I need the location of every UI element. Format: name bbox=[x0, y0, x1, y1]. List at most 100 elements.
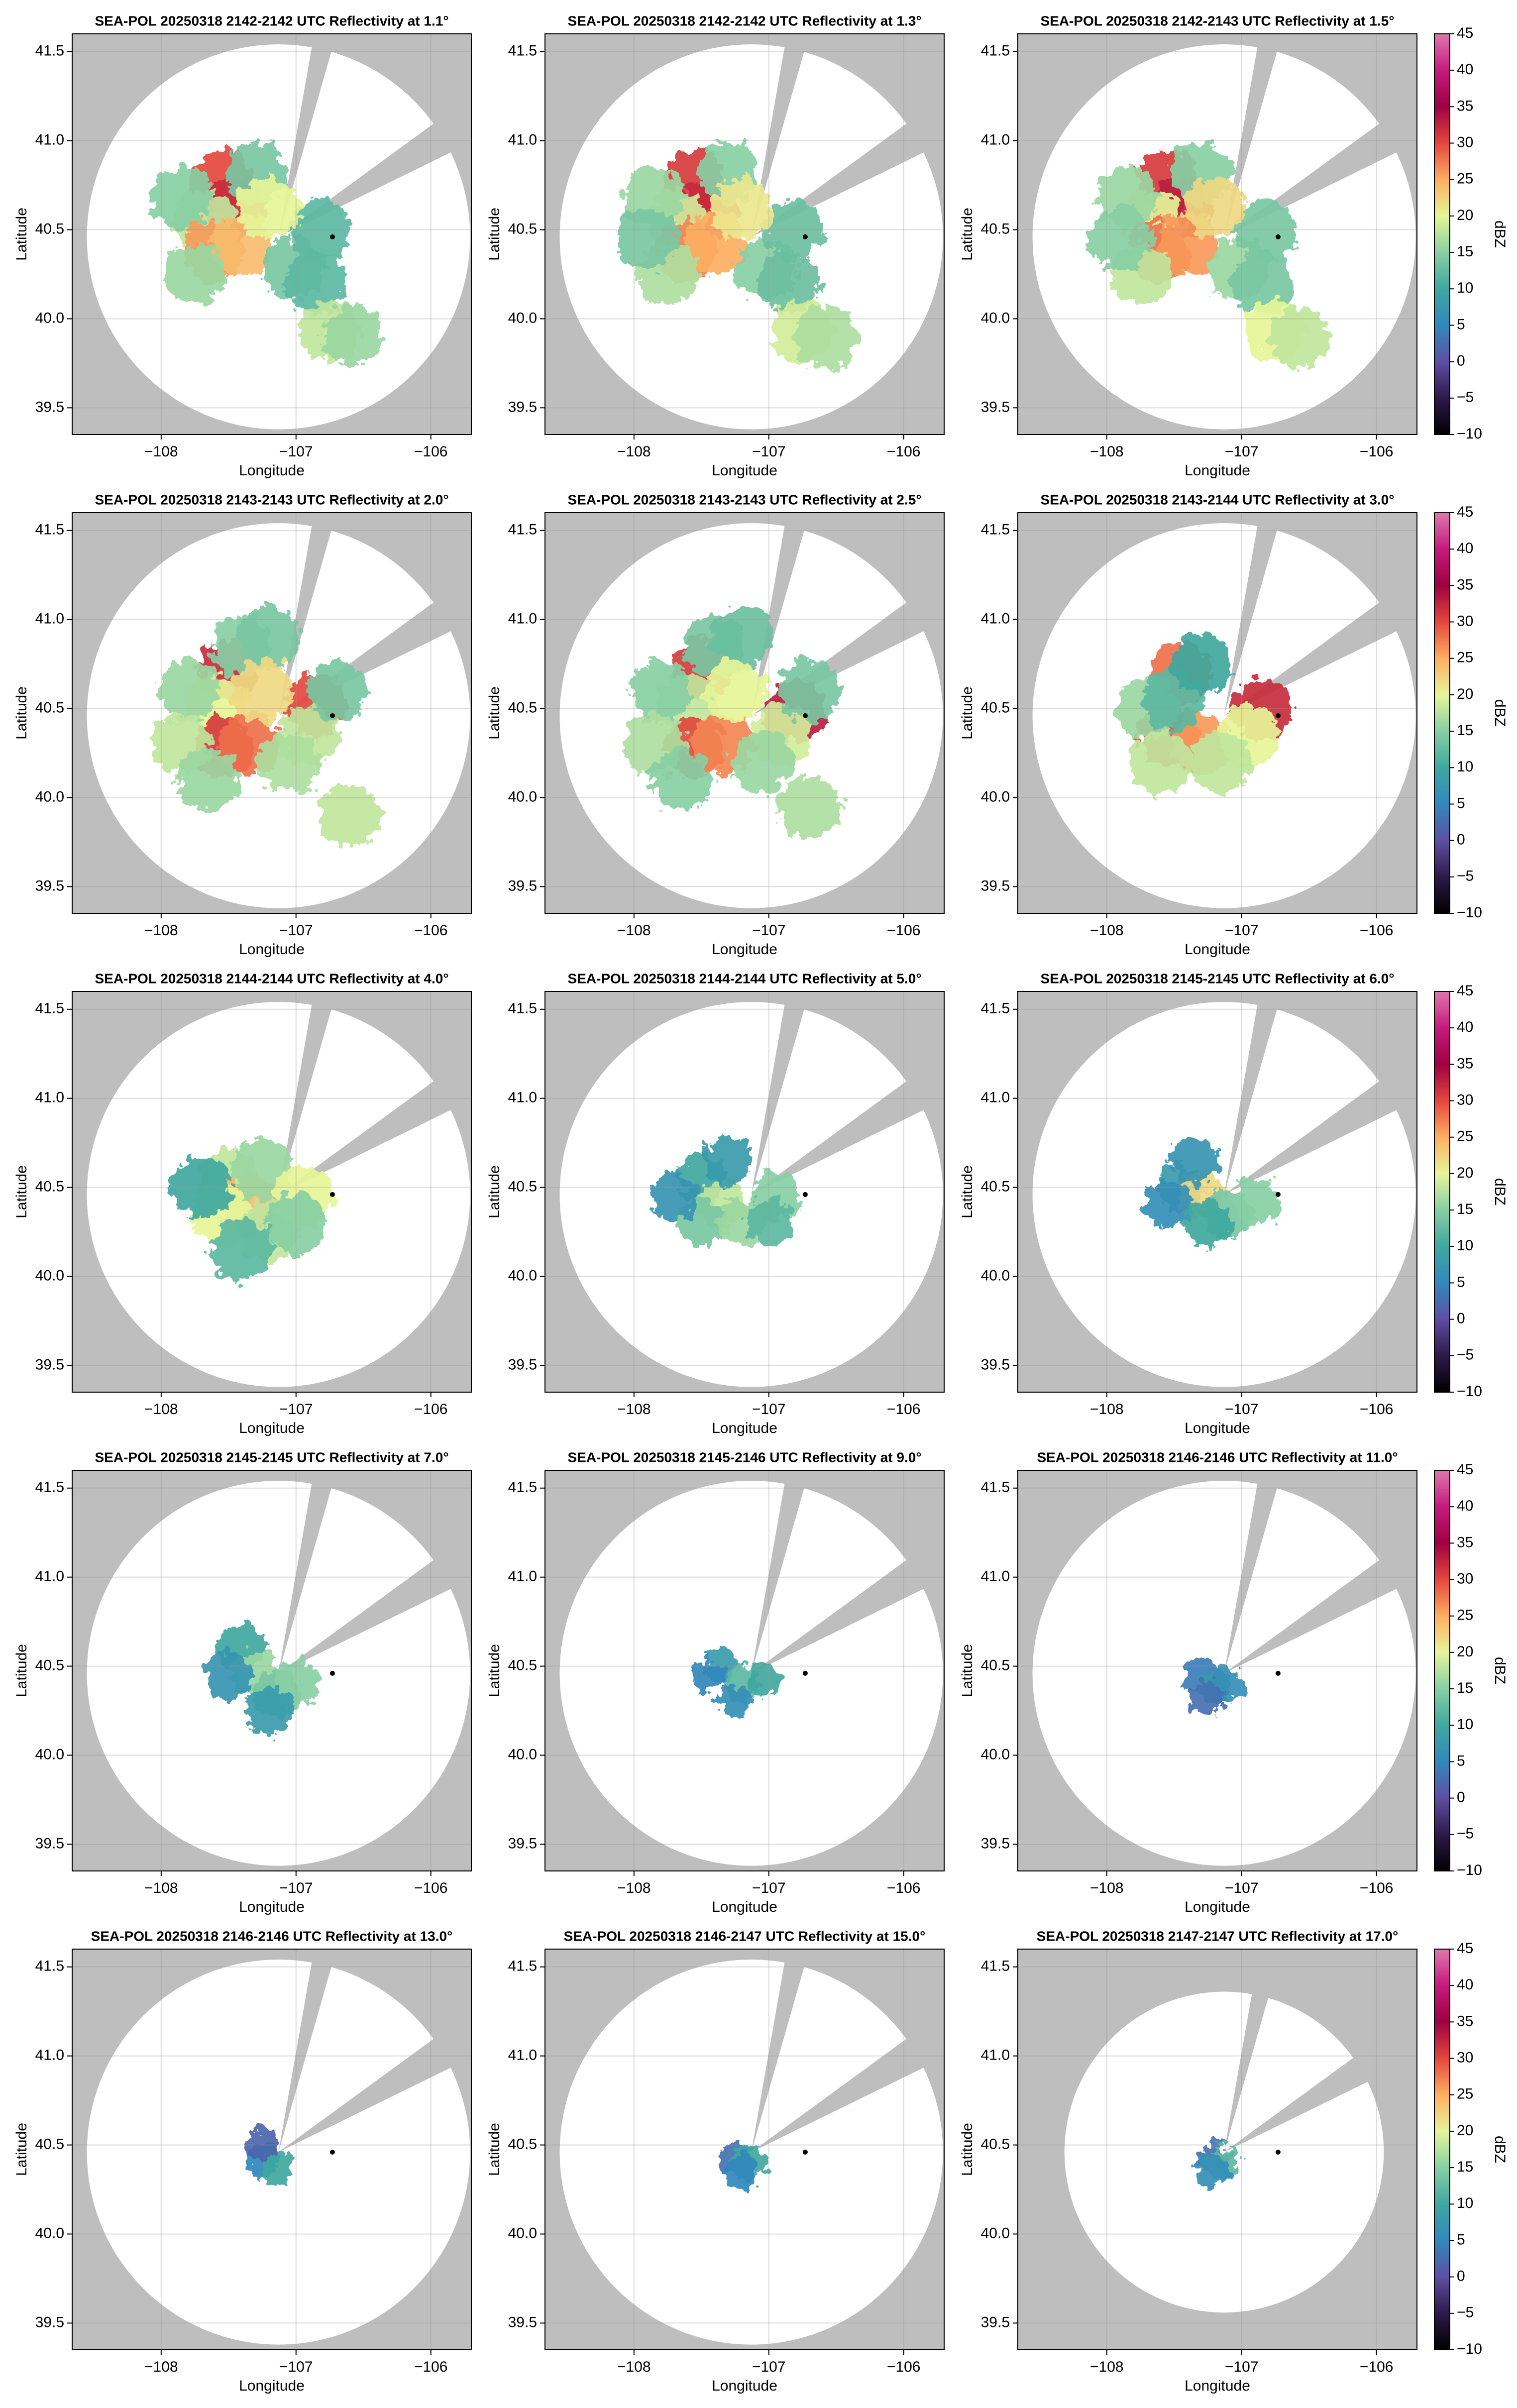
colorbar-tick-label: 45 bbox=[1457, 25, 1473, 41]
y-tick-label: 39.5 bbox=[981, 399, 1010, 415]
y-tick-label: 41.0 bbox=[35, 1568, 64, 1585]
y-axis-label: Latitude bbox=[486, 1165, 503, 1218]
echo-field bbox=[245, 2128, 293, 2184]
y-tick-label: 40.0 bbox=[35, 1267, 64, 1284]
y-tick-label: 41.5 bbox=[508, 1958, 537, 1974]
x-tick-label: −106 bbox=[887, 922, 921, 939]
y-axis-label: Latitude bbox=[486, 1644, 503, 1697]
x-tick-label: −106 bbox=[414, 1880, 448, 1896]
echo bbox=[157, 659, 219, 722]
echo-field bbox=[1195, 2142, 1239, 2187]
axes-frame bbox=[544, 33, 945, 435]
colorbar-tick-label: 5 bbox=[1457, 1274, 1465, 1290]
y-axis-label: Latitude bbox=[486, 208, 503, 261]
x-tick-label: −106 bbox=[414, 443, 448, 460]
x-axis-label: Longitude bbox=[1185, 1899, 1250, 1915]
x-tick-label: −106 bbox=[414, 2359, 448, 2375]
x-tick-label: −108 bbox=[617, 2359, 651, 2375]
x-tick-label: −107 bbox=[1225, 2359, 1259, 2375]
x-tick-label: −106 bbox=[414, 1401, 448, 1418]
echo bbox=[731, 731, 793, 793]
echo bbox=[704, 1136, 753, 1185]
blocked-sector bbox=[1224, 2011, 1417, 2152]
x-axis-label: Longitude bbox=[1185, 941, 1250, 958]
y-tick-label: 41.0 bbox=[981, 2047, 1010, 2064]
echo bbox=[238, 606, 300, 668]
echo-field bbox=[1184, 1658, 1245, 1715]
y-tick-label: 40.5 bbox=[35, 220, 64, 237]
colorbar-tick-label: −5 bbox=[1457, 1347, 1474, 1363]
x-axis-label: Longitude bbox=[239, 1420, 305, 1436]
colorbar-tick-label: 30 bbox=[1457, 613, 1473, 629]
blocked-sector bbox=[1224, 991, 1282, 1195]
x-tick-label: −107 bbox=[752, 2359, 786, 2375]
plot-area bbox=[545, 34, 944, 435]
axes-frame bbox=[72, 1949, 472, 2350]
colorbar-tick-label: 10 bbox=[1457, 1716, 1473, 1733]
x-tick-label: −106 bbox=[1360, 443, 1394, 460]
chart-title: SEA-POL 20250318 2143-2143 UTC Reflectiv… bbox=[567, 492, 921, 507]
blocked-sector bbox=[1224, 513, 1282, 716]
y-tick-label: 40.0 bbox=[981, 310, 1010, 326]
echo bbox=[758, 252, 820, 314]
site-marker bbox=[329, 1670, 335, 1676]
plot-area bbox=[1018, 513, 1417, 913]
blocked-sector bbox=[278, 513, 336, 716]
echo bbox=[245, 2128, 280, 2162]
y-tick-label: 41.5 bbox=[981, 1000, 1010, 1017]
chart-title: SEA-POL 20250318 2145-2145 UTC Reflectiv… bbox=[1040, 971, 1394, 986]
x-tick-label: −108 bbox=[144, 922, 178, 939]
x-tick-label: −108 bbox=[144, 2359, 178, 2375]
echo bbox=[704, 659, 766, 722]
echo bbox=[794, 306, 857, 368]
y-tick-label: 40.0 bbox=[35, 2225, 64, 2241]
colorbar-label: dBZ bbox=[1492, 1178, 1508, 1205]
echo bbox=[1191, 1681, 1225, 1715]
colorbar-tick-label: −5 bbox=[1457, 868, 1474, 884]
x-tick-label: −107 bbox=[279, 1880, 313, 1896]
blocked-sector bbox=[278, 2011, 471, 2152]
echo bbox=[711, 606, 773, 668]
site-marker bbox=[1275, 713, 1281, 718]
plot-area bbox=[545, 1949, 944, 2350]
echo-field bbox=[718, 2142, 766, 2189]
y-tick-label: 41.5 bbox=[35, 1958, 64, 1974]
y-tick-label: 41.5 bbox=[35, 43, 64, 59]
plot-area bbox=[545, 1470, 944, 1871]
y-axis-label: Latitude bbox=[959, 686, 975, 740]
echo-field bbox=[650, 1136, 800, 1247]
colorbar-tick-label: 20 bbox=[1457, 1165, 1473, 1181]
y-tick-label: 41.0 bbox=[508, 1090, 537, 1106]
echo bbox=[1184, 177, 1246, 239]
chart-title: SEA-POL 20250318 2146-2147 UTC Reflectiv… bbox=[564, 1928, 926, 1944]
colorbar-tick-label: 15 bbox=[1457, 2159, 1473, 2175]
plot-area bbox=[72, 34, 471, 435]
echo bbox=[650, 749, 712, 811]
echo bbox=[650, 1172, 699, 1220]
y-tick-label: 39.5 bbox=[35, 1835, 64, 1852]
colorbar-tick-label: 25 bbox=[1457, 650, 1473, 666]
y-tick-label: 40.0 bbox=[508, 1746, 537, 1762]
y-tick-label: 40.5 bbox=[508, 2136, 537, 2152]
echo bbox=[231, 659, 294, 722]
plot-area bbox=[1018, 1470, 1417, 1871]
blocked-sector bbox=[278, 1054, 471, 1195]
y-tick-label: 41.5 bbox=[981, 43, 1010, 59]
y-tick-label: 40.0 bbox=[981, 1746, 1010, 1762]
colorbar-tick-label: 35 bbox=[1457, 1055, 1473, 1072]
y-tick-label: 39.5 bbox=[981, 2314, 1010, 2330]
colorbar-tick-label: 10 bbox=[1457, 280, 1473, 296]
axes-frame bbox=[544, 1949, 945, 2350]
echo bbox=[265, 1192, 327, 1254]
echo bbox=[745, 1663, 779, 1698]
plot-area bbox=[1018, 1949, 1417, 2350]
colorbar bbox=[1434, 33, 1450, 435]
y-tick-label: 40.0 bbox=[508, 2225, 537, 2241]
colorbar-tick-label: 35 bbox=[1457, 2013, 1473, 2029]
x-axis-label: Longitude bbox=[712, 2378, 777, 2394]
y-tick-label: 40.5 bbox=[508, 1178, 537, 1195]
echo bbox=[778, 775, 841, 838]
colorbar-tick-label: 0 bbox=[1457, 1311, 1465, 1327]
colorbar-tick-label: 5 bbox=[1457, 316, 1465, 332]
